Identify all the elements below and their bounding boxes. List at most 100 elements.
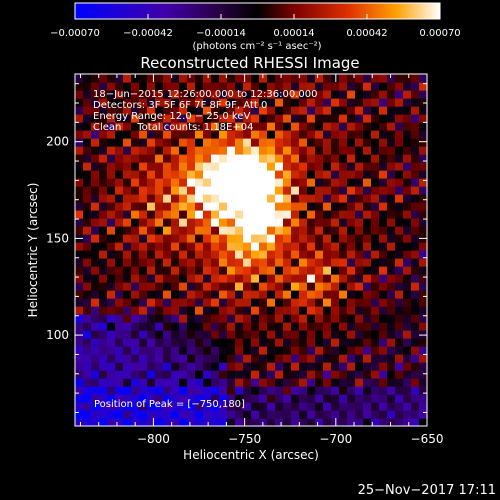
heatmap-cell <box>331 370 340 379</box>
heatmap-cell <box>115 362 124 371</box>
heatmap-cell <box>307 90 316 99</box>
heatmap-cell <box>259 330 268 339</box>
heatmap-cell <box>83 226 92 235</box>
heatmap-cell <box>139 410 148 419</box>
heatmap-cell <box>163 162 172 171</box>
heatmap-cell <box>387 386 396 395</box>
heatmap-cell <box>99 370 108 379</box>
heatmap-cell <box>379 418 388 427</box>
heatmap-cell <box>243 138 252 147</box>
heatmap-cell <box>179 154 188 163</box>
heatmap-cell <box>291 370 300 379</box>
heatmap-cell <box>275 138 284 147</box>
heatmap-cell <box>123 394 132 403</box>
heatmap-cell <box>83 122 92 131</box>
heatmap-cell <box>75 178 84 187</box>
heatmap-cell <box>147 346 156 355</box>
heatmap-cell <box>403 298 412 307</box>
footer-timestamp: 25−Nov−2017 17:11 <box>358 483 496 498</box>
heatmap-cell <box>315 306 324 315</box>
heatmap-cell <box>235 266 244 275</box>
heatmap-cell <box>411 186 420 195</box>
heatmap-cell <box>171 354 180 363</box>
heatmap-cell <box>155 346 164 355</box>
heatmap-cell <box>363 410 372 419</box>
heatmap-cell <box>171 346 180 355</box>
heatmap-cell <box>315 98 324 107</box>
heatmap-cell <box>315 106 324 115</box>
heatmap-cell <box>219 354 228 363</box>
heatmap-cell <box>323 258 332 267</box>
heatmap-cell <box>75 98 84 107</box>
heatmap-cell <box>387 298 396 307</box>
heatmap-cell <box>371 106 380 115</box>
heatmap-cell <box>179 218 188 227</box>
heatmap-cell <box>187 250 196 259</box>
heatmap-cell <box>267 138 276 147</box>
heatmap-cell <box>355 210 364 219</box>
heatmap-cell <box>91 410 100 419</box>
heatmap-cell <box>331 106 340 115</box>
heatmap-cell <box>219 194 228 203</box>
heatmap-cell <box>163 250 172 259</box>
heatmap-cell <box>347 106 356 115</box>
heatmap-cell <box>91 370 100 379</box>
heatmap-cell <box>251 242 260 251</box>
heatmap-cell <box>251 82 260 91</box>
heatmap-cell <box>363 130 372 139</box>
heatmap-cell <box>251 178 260 187</box>
heatmap-cell <box>147 186 156 195</box>
heatmap-cell <box>259 266 268 275</box>
heatmap-cell <box>371 330 380 339</box>
heatmap-cell <box>115 298 124 307</box>
heatmap-cell <box>115 394 124 403</box>
heatmap-cell <box>379 354 388 363</box>
heatmap-cell <box>123 250 132 259</box>
heatmap-cell <box>379 186 388 195</box>
heatmap-cell <box>123 354 132 363</box>
heatmap-cell <box>283 418 292 427</box>
heatmap-cell <box>299 274 308 283</box>
heatmap-cell <box>339 290 348 299</box>
heatmap-cell <box>115 274 124 283</box>
heatmap-cell <box>379 362 388 371</box>
heatmap-cell <box>211 138 220 147</box>
heatmap-cell <box>91 274 100 283</box>
heatmap-cell <box>131 146 140 155</box>
heatmap-cell <box>195 290 204 299</box>
heatmap-cell <box>419 210 428 219</box>
colorbar-gradient <box>74 2 441 20</box>
heatmap-cell <box>347 114 356 123</box>
heatmap-cell <box>187 290 196 299</box>
heatmap-cell <box>163 258 172 267</box>
heatmap-cell <box>307 274 316 283</box>
heatmap-cell <box>243 202 252 211</box>
heatmap-cell <box>395 242 404 251</box>
heatmap-cell <box>371 370 380 379</box>
heatmap-cell <box>323 122 332 131</box>
heatmap-cell <box>243 402 252 411</box>
heatmap-cell <box>315 242 324 251</box>
heatmap-cell <box>187 226 196 235</box>
heatmap-cell <box>355 322 364 331</box>
heatmap-cell <box>267 322 276 331</box>
heatmap-cell <box>355 170 364 179</box>
heatmap-cell <box>139 306 148 315</box>
heatmap-cell <box>379 370 388 379</box>
heatmap-cell <box>371 338 380 347</box>
heatmap-cell <box>275 82 284 91</box>
heatmap-cell <box>115 146 124 155</box>
heatmap-cell <box>411 258 420 267</box>
heatmap-cell <box>331 266 340 275</box>
heatmap-cell <box>371 306 380 315</box>
heatmap-cell <box>299 114 308 123</box>
heatmap-cell <box>139 394 148 403</box>
heatmap-cell <box>203 138 212 147</box>
heatmap-cell <box>395 186 404 195</box>
heatmap-cell <box>171 258 180 267</box>
heatmap-cell <box>331 162 340 171</box>
heatmap-cell <box>411 170 420 179</box>
heatmap-cell <box>155 186 164 195</box>
heatmap-cell <box>131 378 140 387</box>
heatmap-cell <box>219 186 228 195</box>
